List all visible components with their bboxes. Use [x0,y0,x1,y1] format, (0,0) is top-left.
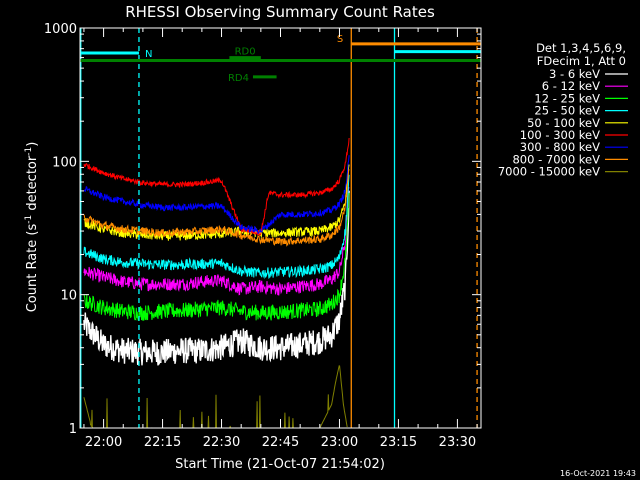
legend-header-1: FDecim 1, Att 0 [537,54,626,68]
x-tick-label-6: 23:30 [439,435,476,450]
series-line-2 [83,192,350,321]
x-tick-label-1: 22:15 [144,435,181,450]
series-line-0 [83,190,350,366]
footer-timestamp: 16-Oct-2021 19:43 [560,469,636,478]
y-axis-label-main: Count Rate (s [25,224,40,313]
flag-label-rd4: RD4 [228,73,249,84]
flag-label-n: N [145,49,152,60]
vertical-markers [80,28,478,428]
series-layer [83,137,350,428]
series-line-8 [83,365,348,428]
legend-header-0: Det 1,3,4,5,6,9, [536,41,626,55]
y-tick-label-0: 1 [69,422,77,437]
y-tick-label-2: 100 [52,155,77,170]
y-tick-label-1: 10 [60,289,77,304]
axes: 22:00 22:15 22:30 22:45 23:00 23:15 23:30 1 10 10… [44,22,482,450]
y-axis-label-end: ) [25,142,40,147]
series-line-7 [83,169,350,247]
legend-label-5: 100 - 300 keV [520,128,600,142]
legend-label-4: 50 - 100 keV [527,116,600,130]
flag-label-s: S [337,34,343,45]
x-axis-label: Start Time (21-Oct-07 21:54:02) [175,457,385,472]
y-axis-label: Count Rate (s-1 detector-1) [24,142,40,313]
flag-label-rd0: RD0 [235,47,256,58]
y-axis-label-mid: detector [25,155,40,215]
y-axis-label-sup-1: -1 [24,215,34,224]
x-tick-label-5: 23:15 [380,435,417,450]
x-tick-label-2: 22:30 [203,435,240,450]
legend-label-7: 800 - 7000 keV [512,152,600,166]
x-tick-label-3: 22:45 [262,435,299,450]
instrument-flags: N RD0 RD4 S [80,34,481,84]
plot-frame [79,27,482,429]
y-axis-label-sup-2: -1 [24,147,34,156]
series-line-5 [83,137,350,238]
legend-label-0: 3 - 6 keV [549,67,600,81]
legend-label-1: 6 - 12 keV [542,79,600,93]
y-tick-label-3: 1000 [44,22,77,37]
legend-label-6: 300 - 800 keV [520,140,600,154]
legend-label-2: 12 - 25 keV [534,91,600,105]
series-line-6 [83,155,350,235]
legend-label-3: 25 - 50 keV [534,104,600,118]
x-tick-label-0: 22:00 [85,435,122,450]
series-line-3 [83,174,350,280]
series-line-1 [83,187,350,296]
legend: Det 1,3,4,5,6,9,FDecim 1, Att 03 - 6 keV… [498,41,628,179]
legend-label-8: 7000 - 15000 keV [498,165,600,179]
chart-title: RHESSI Observing Summary Count Rates [125,3,435,21]
x-tick-label-4: 23:00 [321,435,358,450]
